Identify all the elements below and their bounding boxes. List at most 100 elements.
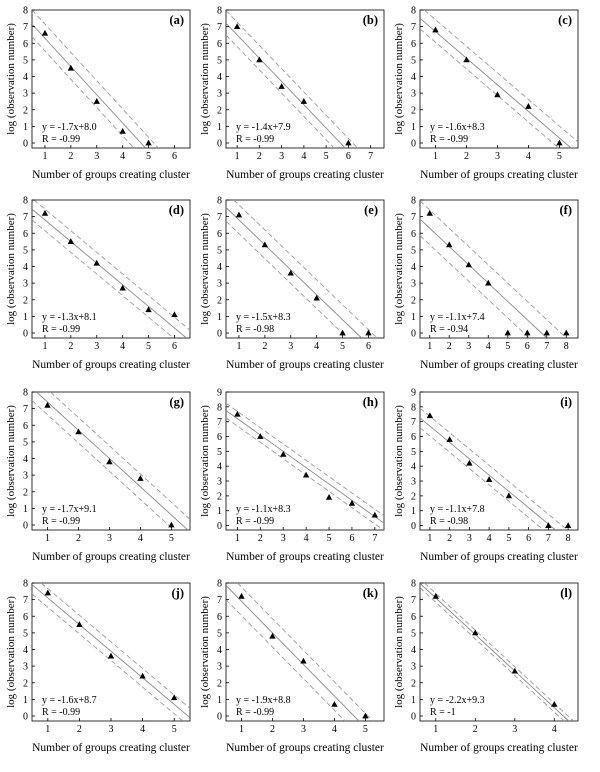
y-tick-label: 8: [23, 6, 28, 17]
data-point: [269, 632, 276, 639]
x-tick-label: 1: [235, 151, 240, 162]
y-tick-label: 2: [23, 295, 28, 306]
y-tick-label: 8: [411, 196, 416, 207]
data-point: [564, 522, 572, 528]
y-tick-label: 3: [23, 279, 28, 290]
data-point: [362, 712, 369, 719]
y-tick-label: 1: [411, 312, 416, 323]
y-tick-label: 6: [23, 229, 28, 240]
x-tick-label: 1: [42, 341, 47, 352]
lines-group: [420, 407, 568, 530]
panel-j: 1 2 3 4 5 0 1 2 3 4 5 6 7 8 (j) y = -1.6x+8.7R = -0.99 N…: [5, 579, 191, 754]
y-axis-title: log (observation number): [199, 596, 211, 708]
y-tick-label: 5: [411, 628, 416, 639]
x-tick-label: 2: [77, 724, 82, 735]
confidence-band-upper: [40, 583, 190, 709]
y-tick-label: 4: [411, 72, 416, 83]
panel-label: (l): [560, 586, 572, 600]
y-tick-label: 6: [23, 39, 28, 50]
y-tick-label: 3: [411, 662, 416, 673]
panel-label: (d): [169, 203, 184, 217]
panel-label: (c): [558, 13, 572, 27]
x-tick-label: 4: [304, 533, 309, 544]
x-tick-label: 1: [433, 151, 438, 162]
y-axis-title: log (observation number): [5, 213, 17, 325]
confidence-band-lower: [420, 587, 565, 721]
data-point: [300, 98, 308, 104]
equation-text: y = -1.6x+8.3: [430, 122, 485, 133]
equation-text: y = -1.7x+9.1: [42, 504, 97, 515]
x-tick-label: 4: [138, 533, 143, 544]
data-point: [511, 667, 518, 674]
x-tick-label: 4: [314, 341, 319, 352]
x-tick-label: 4: [120, 341, 125, 352]
y-tick-label: 6: [217, 612, 222, 623]
x-tick-label: 5: [169, 533, 174, 544]
x-tick-label: 4: [552, 724, 557, 735]
data-point: [235, 211, 243, 218]
y-tick-label: 0: [23, 329, 28, 340]
y-axis-title: log (observation number): [393, 213, 405, 325]
plot-frame: [225, 9, 385, 149]
y-axis-title: log (observation number): [393, 596, 405, 708]
x-tick-label: 3: [288, 341, 293, 352]
y-tick-label: 6: [217, 39, 222, 50]
x-tick-label: 1: [45, 724, 50, 735]
y-tick-label: 4: [23, 645, 28, 656]
data-point: [371, 511, 379, 518]
y-tick-label: 2: [411, 105, 416, 116]
data-point: [119, 127, 126, 134]
data-point: [345, 139, 352, 146]
data-point: [67, 238, 75, 244]
x-tick-label: 1: [433, 724, 438, 735]
y-tick-label: 8: [217, 6, 222, 17]
data-point: [256, 56, 263, 63]
x-axis-title: Number of groups creating cluster: [420, 551, 578, 563]
data-point: [107, 652, 115, 659]
data-point: [331, 700, 338, 707]
plot-frame: [225, 391, 385, 531]
confidence-band-lower: [32, 593, 184, 721]
data-point: [106, 458, 113, 465]
x-tick-label: 2: [68, 151, 73, 162]
data-point: [432, 26, 439, 33]
x-tick-label: 2: [76, 533, 81, 544]
x-tick-label: 6: [349, 533, 354, 544]
y-tick-label: 6: [217, 432, 222, 443]
x-tick-label: 5: [146, 151, 151, 162]
equation-text: y = -1.5x+8.3: [236, 312, 291, 323]
lines-group: [226, 10, 358, 148]
x-tick-label: 2: [473, 724, 478, 735]
y-axis-title: log (observation number): [393, 405, 405, 517]
panel-k: 1 2 3 4 5 0 1 2 3 4 5 6 7 8 (k) y = -1.9x+8.8R = -0.99 N…: [199, 579, 385, 754]
x-axis-title: Number of groups creating cluster: [420, 359, 578, 371]
r-value-text: R = -0.98: [430, 516, 468, 527]
lines-group: [32, 10, 159, 148]
confidence-band-lower: [226, 220, 348, 338]
x-tick-label: 2: [257, 151, 262, 162]
x-tick-label: 1: [235, 533, 240, 544]
regression-line: [32, 23, 146, 148]
data-point: [287, 269, 294, 276]
x-axis-title: Number of groups creating cluster: [32, 169, 190, 181]
confidence-band-lower: [226, 417, 384, 530]
y-tick-label: 6: [411, 612, 416, 623]
y-tick-label: 3: [217, 477, 222, 488]
y-tick-label: 9: [411, 388, 416, 399]
y-tick-label: 4: [23, 72, 28, 83]
panel-label: (k): [363, 586, 378, 600]
x-tick-label: 5: [324, 151, 329, 162]
y-tick-label: 3: [411, 279, 416, 290]
plot-frame: [31, 199, 191, 339]
panel-label: (h): [363, 395, 378, 409]
y-tick-label: 4: [217, 462, 222, 473]
y-tick-label: 4: [23, 454, 28, 465]
data-point: [145, 139, 152, 146]
y-tick-label: 6: [411, 229, 416, 240]
x-tick-label: 3: [109, 724, 114, 735]
panel-h: 1 2 3 4 5 6 7 0 1 2 3 4 5 6 7 8 9 (h) y = -1.1x+8.3R = -0.…: [199, 388, 385, 563]
x-tick-label: 3: [94, 151, 99, 162]
data-point: [119, 284, 126, 291]
y-tick-label: 4: [411, 462, 416, 473]
y-tick-label: 2: [217, 678, 222, 689]
